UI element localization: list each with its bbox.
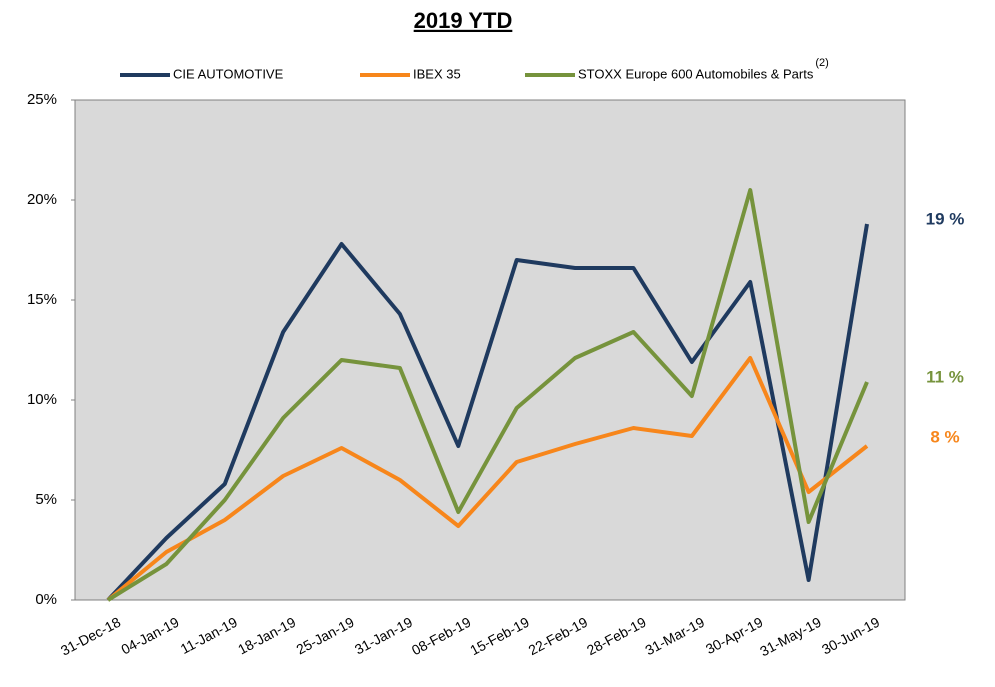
legend-label: CIE AUTOMOTIVE <box>173 66 284 81</box>
series-line <box>106 188 869 602</box>
y-tick-label: 0% <box>35 591 57 608</box>
x-tick-label: 31-Dec-18 <box>58 614 123 659</box>
legend-note: (2) <box>815 57 828 69</box>
end-label: 8 % <box>930 427 959 446</box>
x-tick-label: 30-Apr-19 <box>703 614 766 657</box>
y-tick-label: 25% <box>27 91 57 108</box>
x-tick-label: 18-Jan-19 <box>235 614 298 658</box>
y-tick-label: 15% <box>27 291 57 308</box>
end-label: 19 % <box>926 209 965 228</box>
x-tick-label: 31-Mar-19 <box>642 614 707 659</box>
x-tick-label: 28-Feb-19 <box>584 614 649 659</box>
x-tick-label: 31-Jan-19 <box>352 614 415 658</box>
chart-title: 2019 YTD <box>414 8 513 33</box>
end-label: 11 % <box>926 367 964 386</box>
x-tick-label: 25-Jan-19 <box>294 614 357 658</box>
x-tick-label: 30-Jun-19 <box>819 614 882 658</box>
series-line <box>106 223 869 602</box>
x-tick-label: 04-Jan-19 <box>118 614 181 658</box>
y-tick-label: 5% <box>35 491 57 508</box>
x-tick-label: 31-May-19 <box>757 614 824 660</box>
legend-label: IBEX 35 <box>413 66 461 81</box>
y-tick-label: 10% <box>27 391 57 408</box>
legend-label: STOXX Europe 600 Automobiles & Parts <box>578 66 814 81</box>
x-tick-label: 11-Jan-19 <box>178 614 240 657</box>
x-tick-label: 22-Feb-19 <box>526 614 591 659</box>
series-line <box>106 356 869 602</box>
y-tick-label: 20% <box>27 191 57 208</box>
x-tick-label: 15-Feb-19 <box>467 614 532 659</box>
x-tick-label: 08-Feb-19 <box>409 614 474 659</box>
